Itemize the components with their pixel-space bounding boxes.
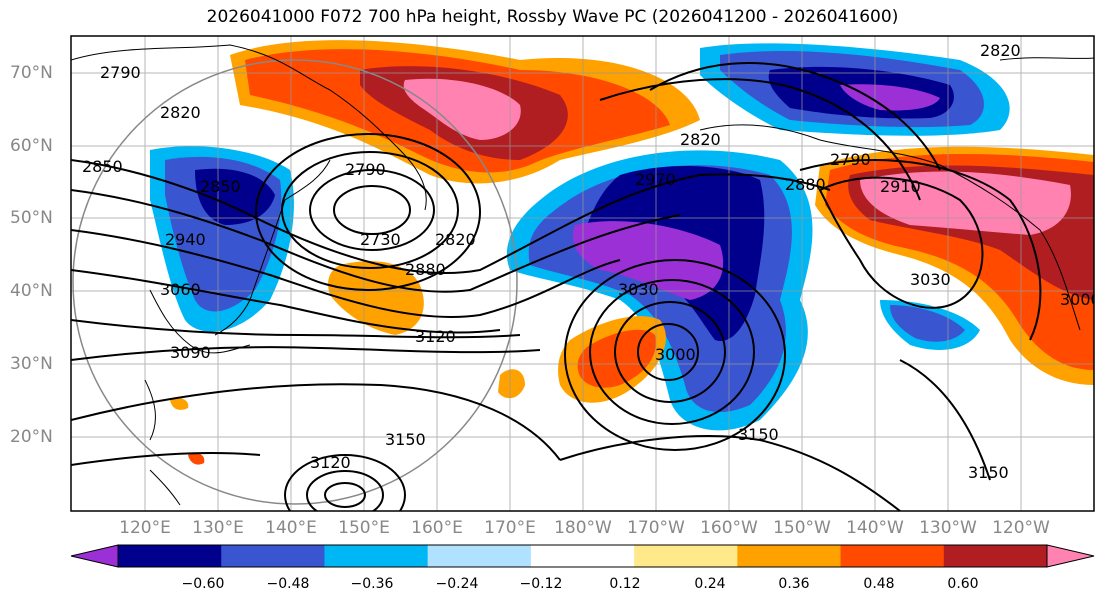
contour-label: 2790 [830,150,871,169]
contour-label: 3090 [170,343,211,362]
colorbar-cell [737,545,842,567]
contour-label: 2970 [635,170,676,189]
contour-labels: 2790 2820 2850 2790 2730 2820 2880 2940 … [82,41,1101,482]
coastlines [71,44,1094,506]
contour-label: 2880 [785,175,826,194]
contour-label: 3150 [738,425,779,444]
lon-label: 170°E [484,518,536,538]
reference-circle [72,59,518,505]
contour-label: 3150 [968,463,1009,482]
lon-label: 150°E [338,518,390,538]
colorbar-cell [943,545,1048,567]
lon-label: 160°W [700,518,758,538]
contour-label: 2820 [160,103,201,122]
colorbar-tick-label: −0.12 [519,576,563,592]
contour-label: 2820 [980,41,1021,60]
colorbar-tick-label: −0.24 [435,576,479,592]
lat-label-20n: 20°N [10,427,53,447]
lon-label: 170°W [627,518,685,538]
colorbar-cell [427,545,532,567]
height-contours [71,62,1042,511]
colorbar-tick-label: −0.48 [266,576,310,592]
lon-label: 120°E [119,518,171,538]
map-title: 2026041000 F072 700 hPa height, Rossby W… [206,7,899,27]
colorbar-tick-label: 0.12 [609,576,641,592]
colorbar-cell [118,545,222,567]
lon-label: 140°W [846,518,904,538]
contour-label: 3000 [655,345,696,364]
contour-label: 3030 [910,270,951,289]
contour-label: 2850 [82,157,123,176]
lat-label-30n: 30°N [10,354,53,374]
colorbar-outline [117,544,1048,568]
contour-label: 3000 [1060,290,1101,309]
lat-label-70n: 70°N [10,63,53,83]
contour-label: 2790 [345,160,386,179]
contour-label: 2940 [165,230,206,249]
contour-label: 2820 [435,230,476,249]
contour-label: 2850 [200,177,241,196]
contour-label: 3150 [385,430,426,449]
colorbar-tick-label: 0.60 [947,576,979,592]
lon-label: 180°W [554,518,612,538]
colorbar-cell [634,545,738,567]
lon-label: 130°E [192,518,244,538]
colorbar-tick-label: 0.36 [778,576,810,592]
map-frame [70,35,1095,512]
colorbar-cell [530,545,635,567]
lat-label-60n: 60°N [10,136,53,156]
colorbar-tick-label: −0.36 [350,576,394,592]
contour-label: 2730 [360,230,401,249]
colorbar-cell [840,545,945,567]
colorbar-tick-label: 0.48 [863,576,895,592]
contour-label: 3120 [415,327,456,346]
colorbar-extend-min [70,544,119,568]
contour-label: 2880 [405,260,446,279]
lon-label: 160°E [411,518,463,538]
lon-label: 120°W [992,518,1050,538]
colorbar-tick-label: 0.24 [694,576,726,592]
lat-label-40n: 40°N [10,281,53,301]
contour-label: 3030 [618,280,659,299]
colorbar-cell [324,545,429,567]
contour-label: 2910 [880,177,921,196]
colorbar [70,544,1095,568]
colorbar-cell [221,545,325,567]
contour-label: 2820 [680,130,721,149]
contour-label: 2790 [100,63,141,82]
colorbar-extend-max [1046,544,1095,568]
lon-label: 130°W [919,518,977,538]
anomaly-shading [150,40,1094,465]
colorbar-tick-label: −0.60 [181,576,225,592]
contour-label: 3120 [310,453,351,472]
lat-label-50n: 50°N [10,208,53,228]
lon-label: 150°W [773,518,831,538]
lon-label: 140°E [265,518,317,538]
contour-label: 3060 [160,280,201,299]
